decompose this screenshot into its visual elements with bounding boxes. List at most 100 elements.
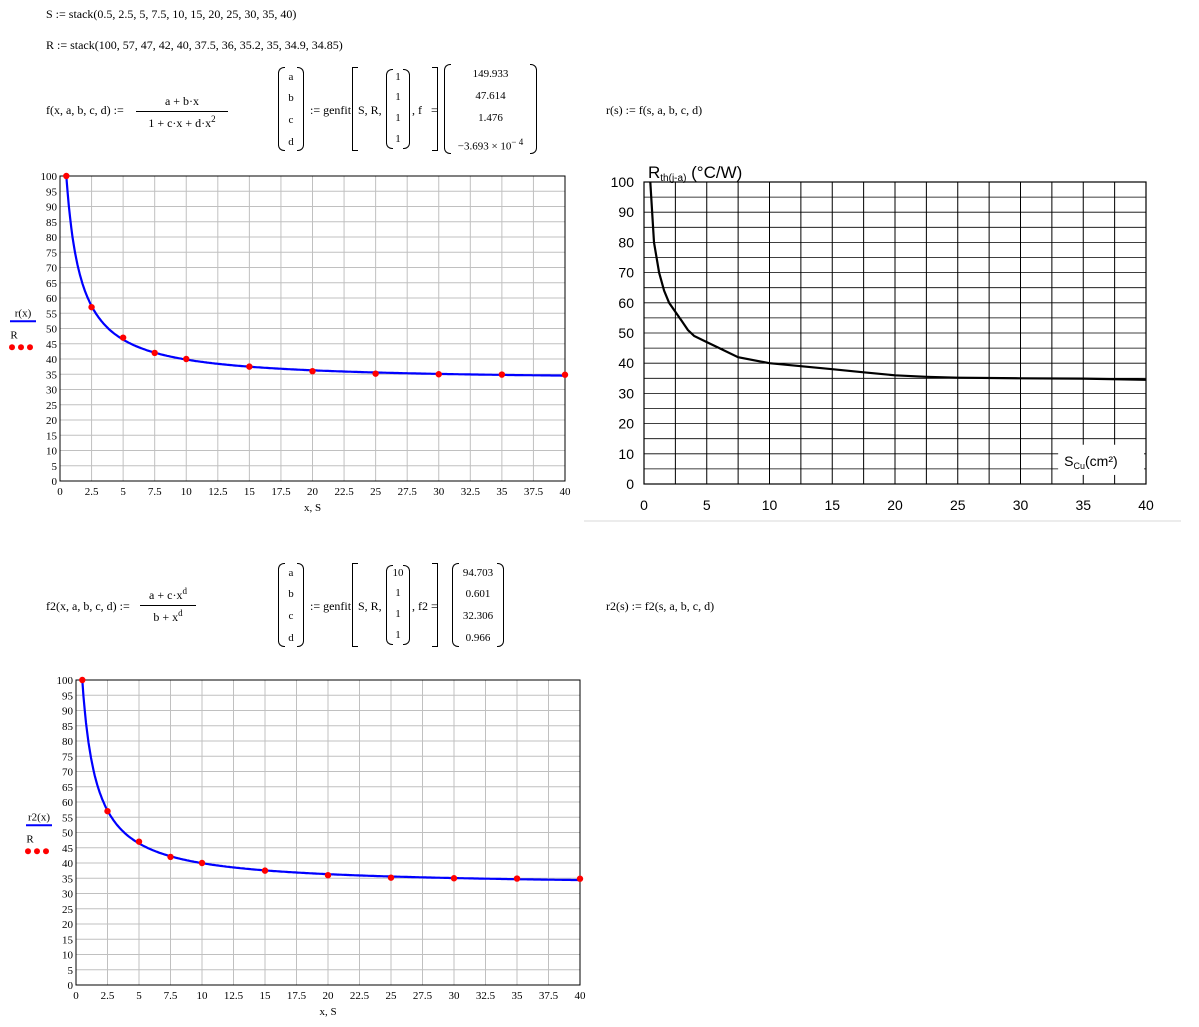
y-tick-label: 50 xyxy=(62,828,74,840)
x-tick-label: 30 xyxy=(433,486,445,498)
x-tick-label: 7.5 xyxy=(164,990,178,1002)
x-tick-label: 35 xyxy=(496,486,508,498)
genfit-assign-2: := genfit xyxy=(310,599,352,613)
legend-swatch-point xyxy=(34,848,40,855)
y-tick-label: 90 xyxy=(46,202,58,214)
x-tick-label: 32.5 xyxy=(476,990,496,1002)
plot-frame xyxy=(59,175,566,482)
y-tick-label: 30 xyxy=(618,385,634,401)
reference-chart: 0 5 10 15 20 25 30 35 40 0 10 20 30 40 50 60 70 80 90 100 Rt… xyxy=(584,163,1181,522)
y-tick-label: 0 xyxy=(626,476,634,492)
legend-swatch-point xyxy=(43,848,49,855)
y-tick-label: 0 xyxy=(52,476,58,488)
data-point xyxy=(576,875,584,882)
result-vector-f[interactable]: 149.933 47.614 1.476 −3.693 × 10− 4 xyxy=(444,64,537,154)
y-tick-label: 35 xyxy=(46,369,58,381)
x-tick-label: 30 xyxy=(1013,497,1029,513)
y-tick-label: 100 xyxy=(611,174,635,190)
x-tick-label: 37.5 xyxy=(524,486,544,498)
x-tick-label: 10 xyxy=(181,486,193,498)
param-vector-2[interactable]: a b c d xyxy=(278,563,304,647)
x-tick-label: 40 xyxy=(575,990,587,1002)
x-tick-label: 5 xyxy=(703,497,711,513)
y-tick-label: 15 xyxy=(62,934,74,946)
data-point xyxy=(198,859,206,867)
data-point xyxy=(79,676,86,684)
data-point xyxy=(372,370,379,377)
data-point xyxy=(309,368,316,375)
x-tick-label: 35 xyxy=(1075,497,1091,513)
y-tick-label: 20 xyxy=(618,416,634,432)
x-tick-label: 27.5 xyxy=(398,486,418,498)
x-tick-label: 40 xyxy=(1138,497,1154,513)
r-definition[interactable]: R := stack(100, 57, 47, 42, 40, 37.5, 36… xyxy=(46,38,343,52)
param-vector[interactable]: a b c d xyxy=(278,67,304,151)
data-point xyxy=(119,334,127,341)
y-tick-label: 15 xyxy=(46,430,58,442)
r2-of-s-definition[interactable]: r2(s) := f2(s, a, b, c, d) xyxy=(606,599,715,613)
y-tick-label: 85 xyxy=(62,721,74,733)
reference-curve xyxy=(649,181,1147,381)
y-tick-label: 60 xyxy=(46,293,58,305)
y-tick-label: 5 xyxy=(52,461,58,473)
x-tick-label: 15 xyxy=(260,990,272,1002)
y-tick-label: 30 xyxy=(46,385,58,397)
y-tick-label: 45 xyxy=(46,339,58,351)
genfit-args-bracket[interactable]: S, R, 1 1 1 1 , f xyxy=(352,67,438,151)
x-tick-label: 22.5 xyxy=(350,990,370,1002)
r-of-s-definition[interactable]: r(s) := f(s, a, b, c, d) xyxy=(606,103,703,117)
f2-denominator: b + xd xyxy=(153,608,183,624)
data-point xyxy=(104,807,111,815)
x-tick-label: 10 xyxy=(762,497,778,513)
f-denominator: 1 + c·x + d·x2 xyxy=(148,114,216,130)
fname-f2: , f2 xyxy=(412,599,428,613)
f-lhs[interactable]: f(x, a, b, c, d) := xyxy=(46,103,124,117)
s-definition[interactable]: S := stack(0.5, 2.5, 5, 7.5, 10, 15, 20,… xyxy=(46,7,297,21)
f-numerator: a + b·x xyxy=(136,94,228,112)
x-tick-label: 25 xyxy=(386,990,398,1002)
y-tick-label: 75 xyxy=(62,751,74,763)
y-tick-label: 45 xyxy=(62,843,74,855)
x-tick-label: 32.5 xyxy=(461,486,481,498)
fit-chart-1[interactable]: 0 2.5 5 7.5 10 12.5 15 17.5 20 22.5 25 27.5 30 32.5 35… xyxy=(0,168,580,520)
param-a: a xyxy=(288,71,294,83)
guess-vector-f2[interactable]: 10 1 1 1 xyxy=(386,565,410,645)
data-point xyxy=(435,371,442,378)
y-tick-label: 55 xyxy=(62,812,74,824)
data-point xyxy=(387,874,395,881)
y-tick-label: 90 xyxy=(62,706,74,718)
data-point xyxy=(498,371,506,378)
x-tick-label: 40 xyxy=(560,486,572,498)
y-tick-label: 10 xyxy=(618,446,634,462)
x-tick-label: 17.5 xyxy=(271,486,291,498)
x-axis-label: x, S xyxy=(304,502,321,514)
f2-lhs[interactable]: f2(x, a, b, c, d) := xyxy=(46,599,130,613)
fit-chart-2[interactable]: 0 2.5 5 7.5 10 12.5 15 17.5 20 22.5 25 27.5 30 32.5 35… xyxy=(0,672,596,1024)
y-tick-label: 100 xyxy=(41,171,58,183)
y-tick-label: 40 xyxy=(618,355,634,371)
data-point xyxy=(246,363,253,370)
y-tick-label: 95 xyxy=(46,186,58,198)
legend-swatch-point xyxy=(18,344,24,351)
fit-curve-series xyxy=(65,176,565,377)
y-tick-label: 75 xyxy=(46,247,58,259)
x-tick-label: 0 xyxy=(57,486,63,498)
param-b: b xyxy=(288,92,294,104)
x-tick-label: 25 xyxy=(950,497,966,513)
result-vector-f2[interactable]: 94.703 0.601 32.306 0.966 xyxy=(452,563,504,647)
x-tick-label: 20 xyxy=(887,497,903,513)
legend-label-fit: r(x) xyxy=(15,307,32,319)
data-point xyxy=(151,349,158,357)
data-point xyxy=(450,875,458,882)
y-tick-label: 65 xyxy=(62,782,74,794)
chart-title: Rth(j-a) (°C/W) xyxy=(648,163,742,184)
data-point xyxy=(561,371,569,378)
x-tick-label: 0 xyxy=(73,990,79,1002)
guess-vector-f[interactable]: 1 1 1 1 xyxy=(386,69,410,149)
genfit-args-bracket-2[interactable]: S, R, 10 1 1 1 , f2 xyxy=(352,563,438,647)
f2-fraction: a + c·xd b + xd xyxy=(140,586,196,625)
y-tick-label: 30 xyxy=(62,889,74,901)
data-point xyxy=(324,872,332,879)
param-d: d xyxy=(288,136,294,148)
y-tick-label: 35 xyxy=(62,873,74,885)
